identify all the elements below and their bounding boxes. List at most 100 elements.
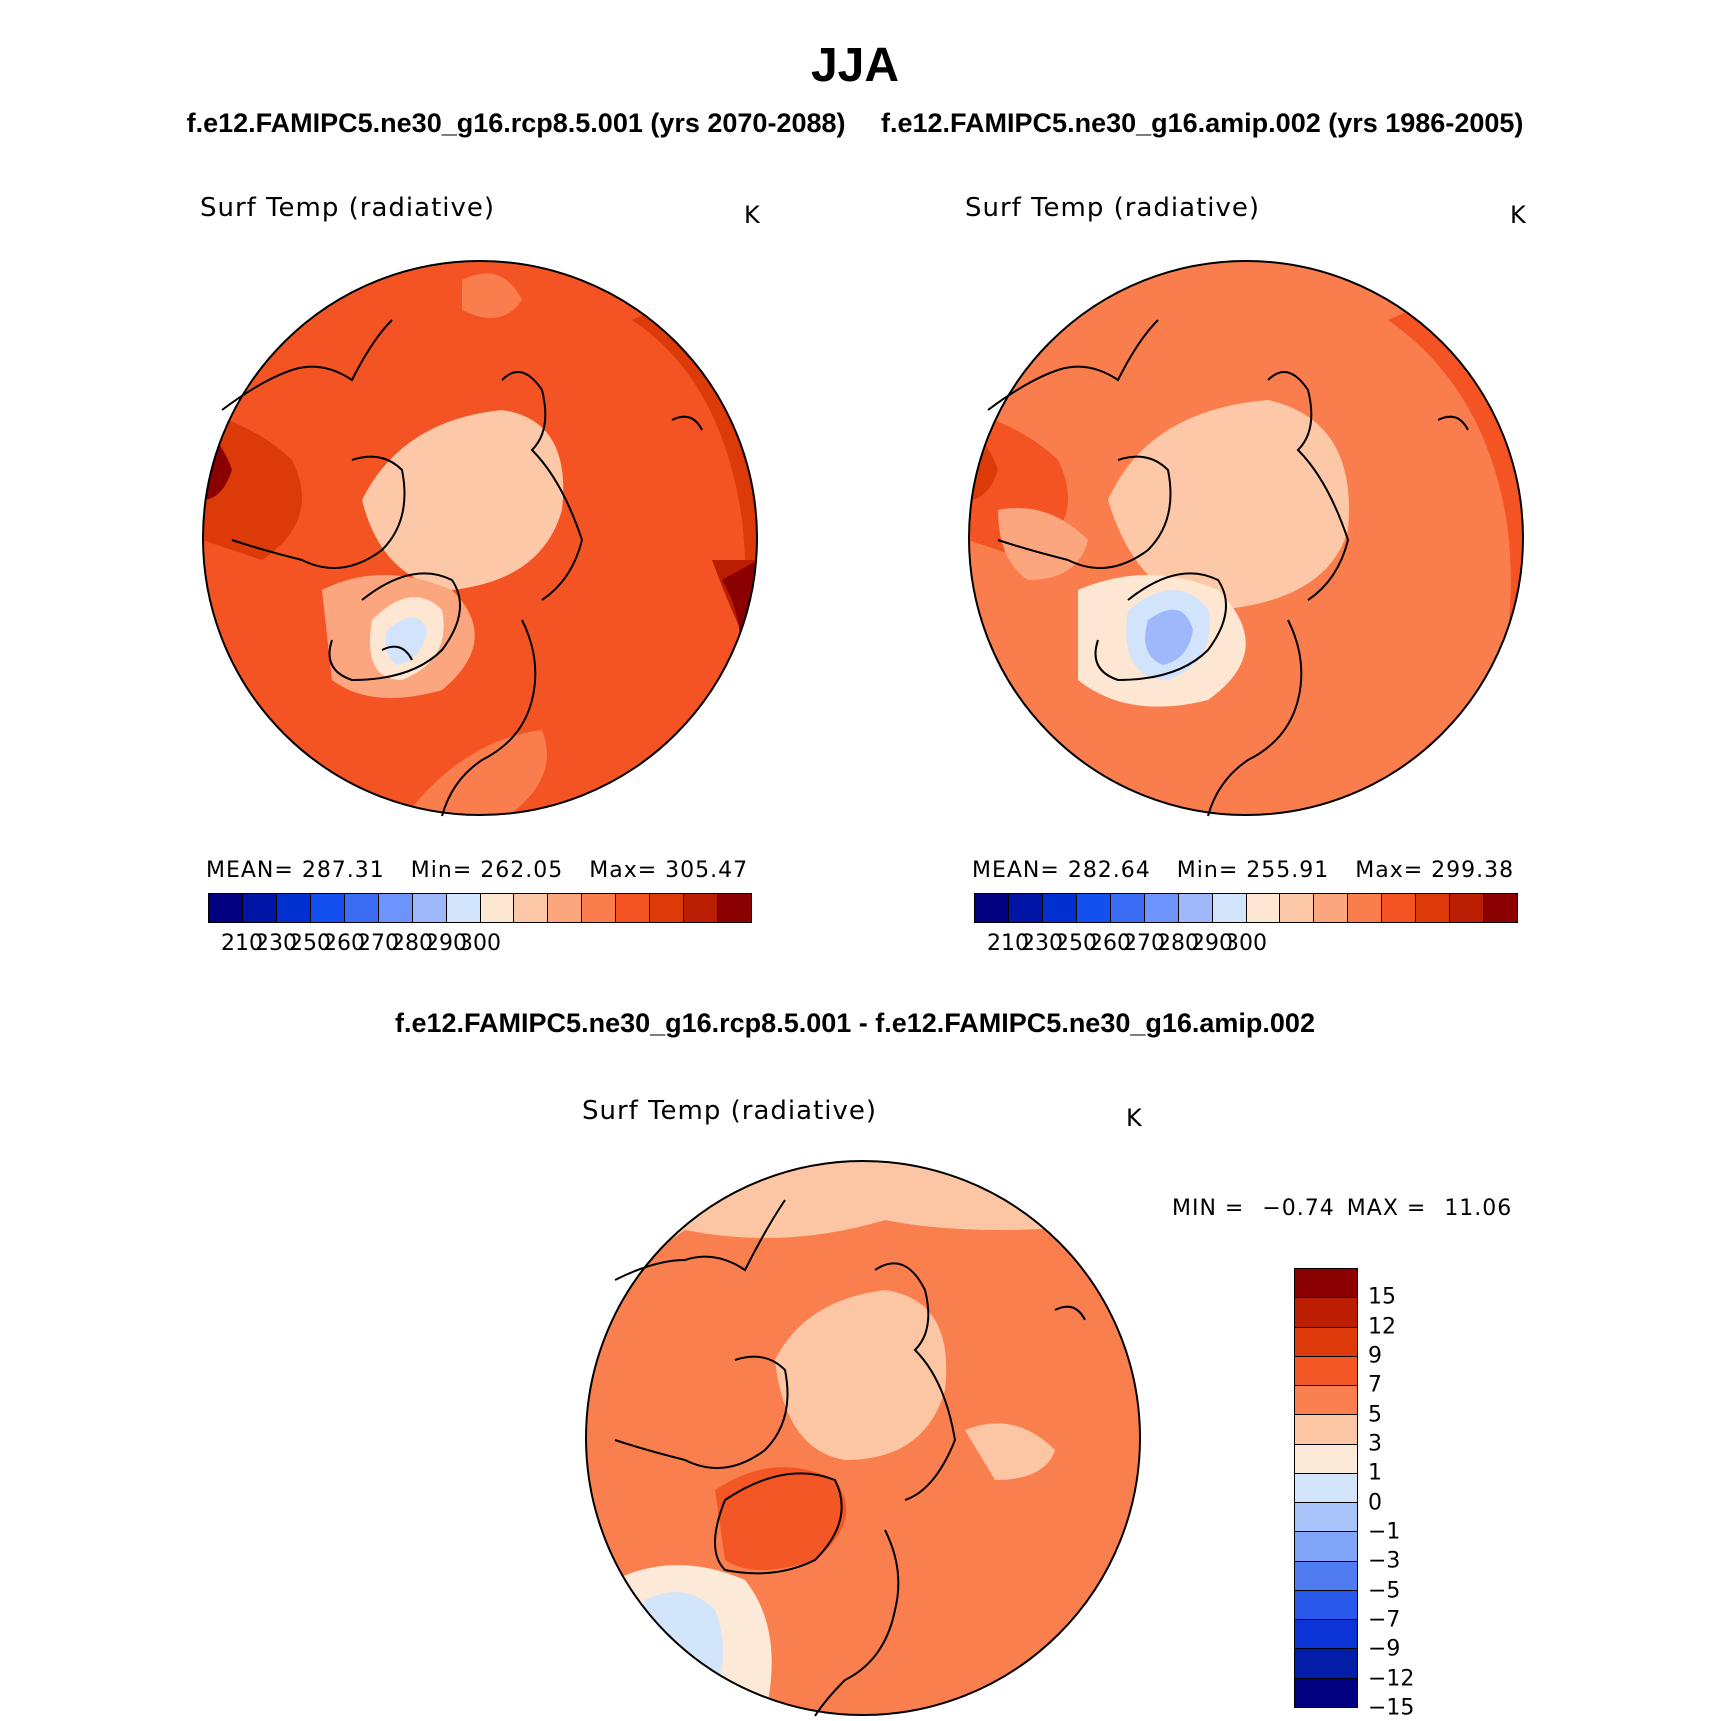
diff-unit-label: K: [1126, 1104, 1142, 1132]
difference-title: f.e12.FAMIPC5.ne30_g16.rcp8.5.001 - f.e1…: [395, 1008, 1315, 1038]
colorbar-swatch: [1144, 894, 1179, 922]
diff-min-max: MIN = −0.74 MAX = 11.06: [1172, 1196, 1538, 1221]
colorbar-tick-label: 250: [1055, 931, 1097, 956]
right-unit-label: K: [1510, 201, 1526, 229]
colorbar-swatch: [684, 894, 719, 922]
colorbar-tick-label: 260: [323, 931, 365, 956]
colorbar-tick-label: 300: [1225, 931, 1267, 956]
figure-title: JJA: [810, 39, 900, 92]
colorbar-tick-label: 210: [221, 931, 263, 956]
colorbar-swatch: [209, 894, 243, 922]
colorbar-tick-label: 300: [459, 931, 501, 956]
colorbar-swatch: [1246, 894, 1281, 922]
colorbar-swatch: [1416, 894, 1451, 922]
colorbar-swatch: [548, 894, 583, 922]
colorbar-swatch: [1382, 894, 1417, 922]
colorbar-tick-label: 7: [1368, 1372, 1382, 1398]
colorbar-swatch: [1295, 1532, 1357, 1562]
colorbar-swatch: [1295, 1473, 1357, 1504]
colorbar-swatch: [1212, 894, 1247, 922]
colorbar-tick-label: −5: [1368, 1578, 1401, 1604]
colorbar-tick-label: 210: [987, 931, 1029, 956]
diff-max-value: 11.06: [1444, 1196, 1513, 1221]
right-min: Min= 255.91: [1176, 858, 1330, 883]
right-colorbar: [974, 893, 1518, 923]
colorbar-swatch: [1348, 894, 1383, 922]
colorbar-tick-label: 12: [1368, 1314, 1396, 1340]
colorbar-swatch: [1484, 894, 1517, 922]
colorbar-swatch: [1295, 1620, 1357, 1650]
colorbar-swatch: [1110, 894, 1145, 922]
colorbar-tick-label: 280: [391, 931, 433, 956]
left-unit-label: K: [744, 201, 760, 229]
colorbar-swatch: [514, 894, 549, 922]
colorbar-swatch: [1008, 894, 1043, 922]
colorbar-tick-label: 270: [357, 931, 399, 956]
left-polar-map: [202, 260, 758, 817]
colorbar-swatch: [1295, 1444, 1357, 1474]
colorbar-tick-label: 270: [1123, 931, 1165, 956]
colorbar-swatch: [446, 894, 481, 922]
colorbar-swatch: [1178, 894, 1213, 922]
colorbar-swatch: [650, 894, 685, 922]
right-polar-map: [968, 260, 1524, 817]
colorbar-tick-label: 15: [1368, 1284, 1396, 1310]
left-mean: MEAN= 287.31: [206, 858, 385, 883]
left-variable-label: Surf Temp (radiative): [200, 193, 496, 223]
colorbar-tick-label: −7: [1368, 1607, 1401, 1633]
colorbar-swatch: [1280, 894, 1315, 922]
colorbar-tick-label: −9: [1368, 1636, 1401, 1662]
colorbar-swatch: [310, 894, 345, 922]
colorbar-tick-label: 250: [289, 931, 331, 956]
colorbar-tick-label: 260: [1089, 931, 1131, 956]
diff-colorbar: [1294, 1268, 1358, 1708]
colorbar-tick-label: 280: [1157, 931, 1199, 956]
colorbar-swatch: [1295, 1356, 1357, 1387]
case-titles: f.e12.FAMIPC5.ne30_g16.rcp8.5.001 (yrs 2…: [0, 108, 1710, 139]
colorbar-tick-label: 3: [1368, 1431, 1382, 1457]
colorbar-swatch: [1076, 894, 1111, 922]
colorbar-swatch: [242, 894, 277, 922]
colorbar-swatch: [1295, 1298, 1357, 1328]
colorbar-tick-label: 290: [425, 931, 467, 956]
colorbar-swatch: [616, 894, 651, 922]
colorbar-swatch: [344, 894, 379, 922]
colorbar-swatch: [1042, 894, 1077, 922]
colorbar-tick-label: −1: [1368, 1519, 1401, 1545]
colorbar-tick-label: 230: [255, 931, 297, 956]
colorbar-swatch: [412, 894, 447, 922]
diff-min-value: −0.74: [1262, 1196, 1335, 1221]
colorbar-swatch: [1295, 1590, 1357, 1621]
colorbar-swatch: [1295, 1649, 1357, 1679]
colorbar-swatch: [1295, 1415, 1357, 1445]
right-variable-label: Surf Temp (radiative): [965, 193, 1261, 223]
left-colorbar: [208, 893, 752, 923]
case-a-title: f.e12.FAMIPC5.ne30_g16.rcp8.5.001 (yrs 2…: [186, 108, 846, 138]
colorbar-swatch: [1314, 894, 1349, 922]
colorbar-tick-label: −3: [1368, 1548, 1401, 1574]
colorbar-tick-label: 5: [1368, 1402, 1382, 1428]
colorbar-tick-label: 290: [1191, 931, 1233, 956]
colorbar-swatch: [1295, 1561, 1357, 1591]
right-max: Max= 299.38: [1355, 858, 1515, 883]
colorbar-swatch: [1295, 1327, 1357, 1357]
colorbar-swatch: [480, 894, 515, 922]
difference-polar-map: [585, 1160, 1141, 1717]
case-b-title: f.e12.FAMIPC5.ne30_g16.amip.002 (yrs 198…: [881, 108, 1524, 138]
colorbar-swatch: [276, 894, 311, 922]
colorbar-tick-label: 9: [1368, 1343, 1382, 1369]
colorbar-swatch: [1450, 894, 1485, 922]
left-stats: MEAN= 287.31 Min= 262.05 Max= 305.47: [206, 858, 774, 883]
colorbar-tick-label: 1: [1368, 1460, 1382, 1486]
colorbar-swatch: [718, 894, 751, 922]
colorbar-swatch: [1295, 1269, 1357, 1299]
left-min: Min= 262.05: [410, 858, 564, 883]
right-stats: MEAN= 282.64 Min= 255.91 Max= 299.38: [972, 858, 1540, 883]
colorbar-swatch: [378, 894, 413, 922]
diff-variable-label: Surf Temp (radiative): [582, 1096, 878, 1126]
colorbar-swatch: [975, 894, 1009, 922]
colorbar-swatch: [1295, 1503, 1357, 1533]
colorbar-swatch: [1295, 1386, 1357, 1416]
diff-max-label: MAX =: [1346, 1196, 1427, 1221]
right-mean: MEAN= 282.64: [972, 858, 1151, 883]
